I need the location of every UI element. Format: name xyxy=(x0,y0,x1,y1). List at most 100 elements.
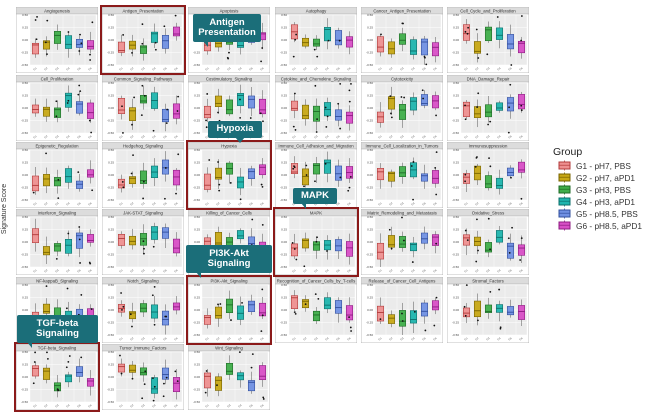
svg-text:-0.50: -0.50 xyxy=(21,400,28,404)
svg-text:-0.25: -0.25 xyxy=(366,51,373,55)
svg-text:-0.25: -0.25 xyxy=(107,320,114,324)
svg-text:0.25: 0.25 xyxy=(22,161,28,165)
svg-text:0.00: 0.00 xyxy=(108,39,114,43)
svg-text:0.25: 0.25 xyxy=(367,161,373,165)
svg-text:0.00: 0.00 xyxy=(453,106,459,110)
svg-text:0.50: 0.50 xyxy=(22,350,28,354)
svg-text:0.00: 0.00 xyxy=(453,39,459,43)
svg-text:0.50: 0.50 xyxy=(22,14,28,18)
svg-text:Common_Signaling_Pathways: Common_Signaling_Pathways xyxy=(114,76,173,81)
svg-text:0.25: 0.25 xyxy=(108,26,114,30)
svg-text:Hedgehog_Signaling: Hedgehog_Signaling xyxy=(123,143,164,148)
svg-text:0.00: 0.00 xyxy=(367,106,373,110)
svg-text:0.00: 0.00 xyxy=(22,240,28,244)
svg-text:0.00: 0.00 xyxy=(281,240,287,244)
svg-text:0.25: 0.25 xyxy=(22,26,28,30)
svg-text:Recognition_of_Cancer_Cells_by: Recognition_of_Cancer_Cells_by_T-cells xyxy=(276,278,355,283)
svg-text:0.25: 0.25 xyxy=(281,93,287,97)
svg-text:0.50: 0.50 xyxy=(22,81,28,85)
svg-text:JAK-STAT_Signaling: JAK-STAT_Signaling xyxy=(123,211,163,216)
svg-text:0.00: 0.00 xyxy=(22,308,28,312)
svg-text:-0.50: -0.50 xyxy=(194,64,201,68)
svg-text:-0.25: -0.25 xyxy=(366,186,373,190)
svg-text:0.25: 0.25 xyxy=(281,228,287,232)
svg-text:-0.50: -0.50 xyxy=(366,198,373,202)
svg-text:0.50: 0.50 xyxy=(108,14,114,18)
svg-text:0.00: 0.00 xyxy=(108,308,114,312)
svg-text:-0.25: -0.25 xyxy=(194,388,201,392)
svg-text:-0.25: -0.25 xyxy=(280,320,287,324)
svg-text:0.00: 0.00 xyxy=(367,39,373,43)
svg-text:Angiogenesis: Angiogenesis xyxy=(44,9,70,14)
svg-text:0.00: 0.00 xyxy=(108,240,114,244)
svg-text:0.00: 0.00 xyxy=(453,240,459,244)
svg-text:0.25: 0.25 xyxy=(453,26,459,30)
svg-text:0.25: 0.25 xyxy=(281,295,287,299)
svg-text:Cancer_Antigen_Presentation: Cancer_Antigen_Presentation xyxy=(373,9,431,14)
svg-text:0.50: 0.50 xyxy=(22,283,28,287)
svg-text:-0.25: -0.25 xyxy=(107,186,114,190)
svg-text:0.00: 0.00 xyxy=(22,375,28,379)
svg-text:-0.25: -0.25 xyxy=(280,186,287,190)
svg-text:-0.50: -0.50 xyxy=(21,198,28,202)
svg-text:0.00: 0.00 xyxy=(195,308,201,312)
svg-text:-0.50: -0.50 xyxy=(107,198,114,202)
svg-text:0.00: 0.00 xyxy=(453,173,459,177)
svg-text:0.25: 0.25 xyxy=(453,295,459,299)
svg-text:Wnt_Signaling: Wnt_Signaling xyxy=(216,345,244,350)
svg-text:-0.50: -0.50 xyxy=(194,400,201,404)
svg-text:Release_of_Cancer_Cell_Antigen: Release_of_Cancer_Cell_Antigens xyxy=(368,278,435,283)
svg-text:-0.25: -0.25 xyxy=(280,51,287,55)
svg-text:-0.50: -0.50 xyxy=(452,265,459,269)
svg-text:-0.50: -0.50 xyxy=(452,131,459,135)
svg-text:-0.25: -0.25 xyxy=(21,51,28,55)
svg-text:0.00: 0.00 xyxy=(195,375,201,379)
svg-text:0.50: 0.50 xyxy=(453,215,459,219)
svg-text:-0.25: -0.25 xyxy=(452,320,459,324)
svg-text:Autophagy: Autophagy xyxy=(305,9,326,14)
svg-text:0.25: 0.25 xyxy=(108,228,114,232)
svg-text:-0.50: -0.50 xyxy=(366,64,373,68)
svg-text:Tumor_Immune_Factors: Tumor_Immune_Factors xyxy=(120,345,167,350)
svg-text:0.25: 0.25 xyxy=(108,363,114,367)
svg-text:0.25: 0.25 xyxy=(453,161,459,165)
svg-text:-0.50: -0.50 xyxy=(452,64,459,68)
svg-text:-0.50: -0.50 xyxy=(280,265,287,269)
svg-text:0.50: 0.50 xyxy=(367,215,373,219)
svg-text:-0.25: -0.25 xyxy=(194,186,201,190)
svg-text:0.25: 0.25 xyxy=(367,26,373,30)
svg-text:0.50: 0.50 xyxy=(453,81,459,85)
svg-text:-0.50: -0.50 xyxy=(366,333,373,337)
svg-text:-0.50: -0.50 xyxy=(280,131,287,135)
svg-text:-0.25: -0.25 xyxy=(107,118,114,122)
svg-text:-0.50: -0.50 xyxy=(21,265,28,269)
svg-text:-0.50: -0.50 xyxy=(194,333,201,337)
svg-text:-0.25: -0.25 xyxy=(280,118,287,122)
svg-text:0.50: 0.50 xyxy=(453,14,459,18)
svg-text:0.50: 0.50 xyxy=(195,81,201,85)
svg-text:0.00: 0.00 xyxy=(281,39,287,43)
svg-text:-0.25: -0.25 xyxy=(280,253,287,257)
svg-text:0.25: 0.25 xyxy=(108,161,114,165)
svg-text:0.50: 0.50 xyxy=(108,148,114,152)
svg-text:0.00: 0.00 xyxy=(195,240,201,244)
svg-text:PI3K-Akt_Signaling: PI3K-Akt_Signaling xyxy=(211,278,249,283)
svg-text:-0.50: -0.50 xyxy=(280,64,287,68)
svg-text:-0.25: -0.25 xyxy=(21,186,28,190)
svg-text:Cell_Cycle_and_Proliferation: Cell_Cycle_and_Proliferation xyxy=(460,9,516,14)
svg-text:Immune_Cell_Localization_in_Tu: Immune_Cell_Localization_in_Tumors xyxy=(365,143,438,148)
svg-text:-0.25: -0.25 xyxy=(366,253,373,257)
svg-text:Cytotoxicity: Cytotoxicity xyxy=(391,76,414,81)
svg-text:0.25: 0.25 xyxy=(108,295,114,299)
svg-text:0.25: 0.25 xyxy=(195,295,201,299)
svg-text:0.50: 0.50 xyxy=(367,14,373,18)
svg-text:-0.50: -0.50 xyxy=(107,400,114,404)
svg-text:0.25: 0.25 xyxy=(195,228,201,232)
svg-text:0.00: 0.00 xyxy=(108,106,114,110)
svg-text:-0.50: -0.50 xyxy=(107,64,114,68)
svg-text:-0.50: -0.50 xyxy=(21,64,28,68)
svg-text:Cytokine_and_Chemokine_Signali: Cytokine_and_Chemokine_Signaling xyxy=(280,76,351,81)
svg-text:0.50: 0.50 xyxy=(367,81,373,85)
svg-text:0.50: 0.50 xyxy=(281,81,287,85)
svg-text:-0.25: -0.25 xyxy=(21,253,28,257)
